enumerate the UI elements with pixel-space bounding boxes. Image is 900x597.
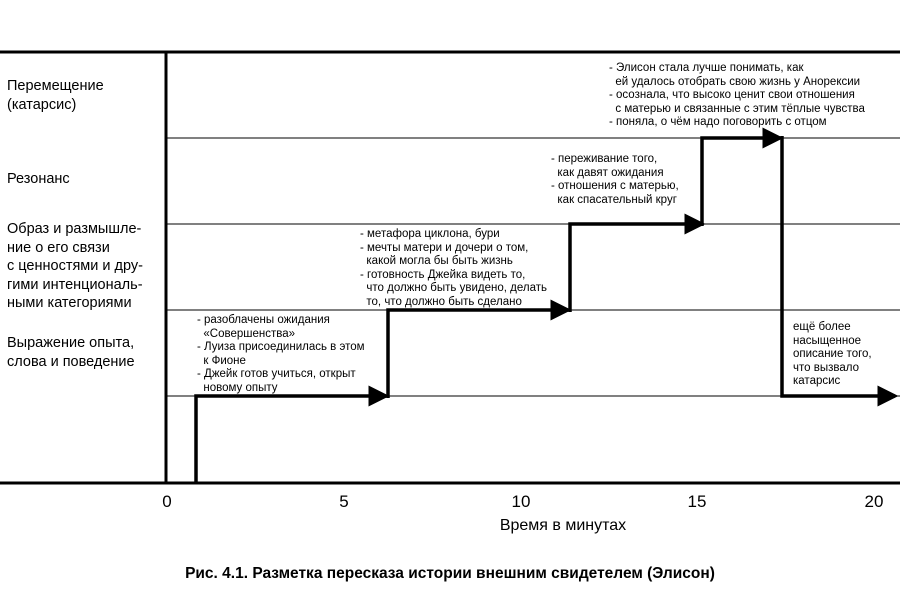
annotation-after-catharsis: ещё более насыщенное описание того, что … [793, 321, 872, 387]
level-label-image: Образ и размышле- ние о его связи с ценн… [7, 221, 143, 311]
level-label-catharsis: Перемещение (катарсис) [7, 78, 104, 113]
step-path-segment-4 [700, 127, 784, 226]
figure-caption: Рис. 4.1. Разметка пересказа истории вне… [185, 565, 715, 582]
level-label-expression: Выражение опыта, слова и поведение [7, 335, 135, 370]
x-axis-label: Время в минутах [499, 517, 627, 534]
annotation-resonance: - переживание того, как давят ожидания -… [551, 153, 679, 206]
level-label-resonance: Резонанс [7, 171, 70, 187]
annotation-image: - метафора циклона, бури - мечты матери … [360, 228, 547, 308]
annotation-catharsis: - Элисон стала лучше понимать, как ей уд… [609, 62, 865, 128]
step-path-segment-1 [194, 385, 390, 483]
annotation-expression: - разоблачены ожидания «Совершенства» - … [197, 314, 365, 394]
step-path-segment-2 [386, 299, 572, 398]
x-tick-15: 15 [687, 492, 707, 511]
x-tick-5: 5 [339, 492, 349, 511]
step-path-segment-3 [568, 213, 706, 312]
x-tick-0: 0 [162, 492, 172, 511]
step-path-segment-5 [780, 136, 899, 407]
x-tick-10: 10 [511, 492, 531, 511]
x-tick-20: 20 [864, 492, 884, 511]
